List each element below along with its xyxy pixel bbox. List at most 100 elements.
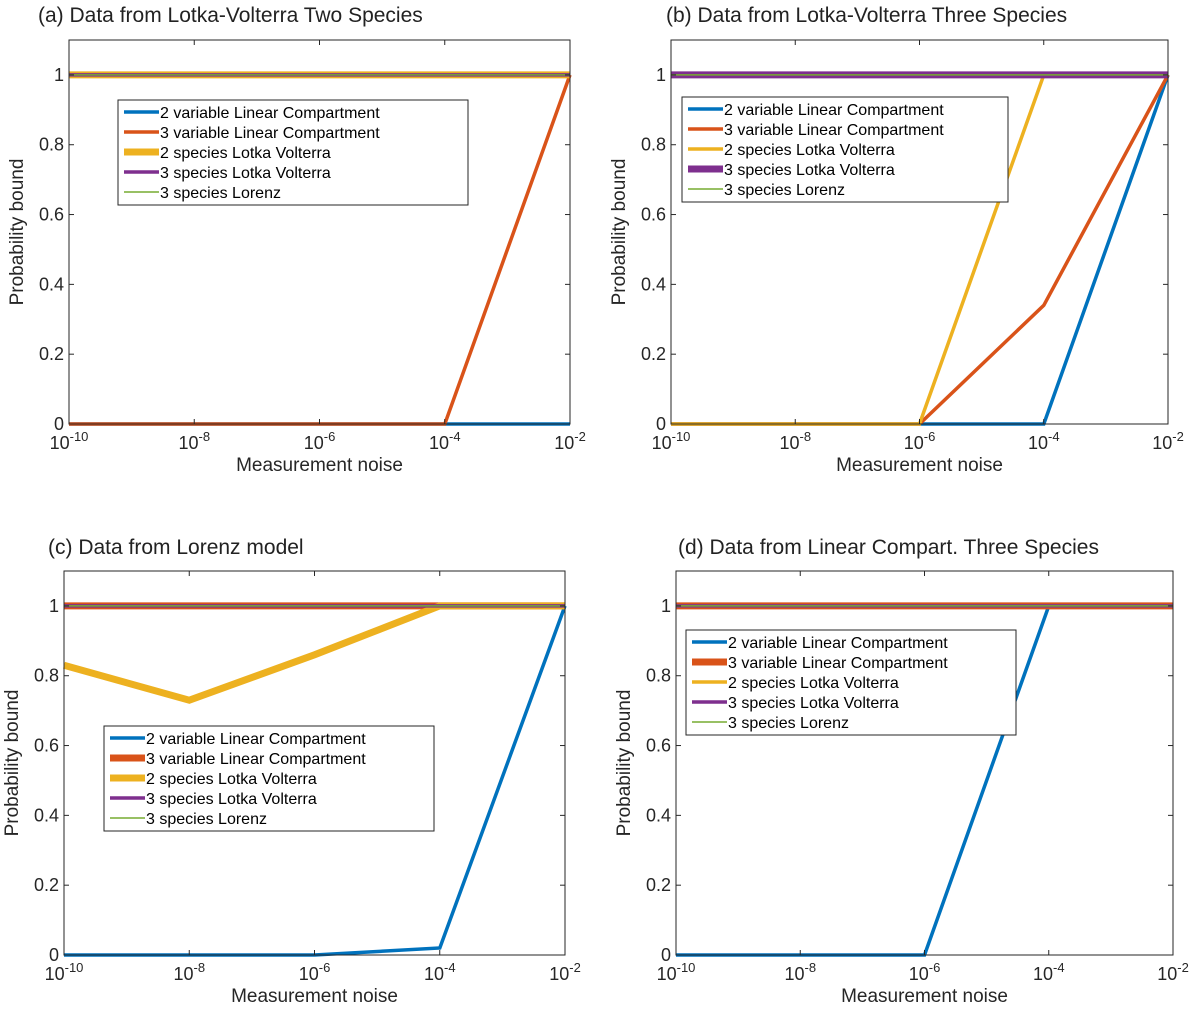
y-axis-label: Probability bound xyxy=(2,690,23,837)
y-tick-label: 0.2 xyxy=(39,344,64,364)
y-tick-label: 0.8 xyxy=(34,666,59,686)
x-tick-label: 10-10 xyxy=(652,429,691,453)
legend-label-2: 3 variable Linear Compartment xyxy=(728,655,948,672)
x-tick-exponent: -10 xyxy=(70,429,89,444)
x-tick-label: 10-6 xyxy=(299,960,331,984)
x-tick-label: 10-4 xyxy=(424,960,456,984)
x-tick-label: 10-8 xyxy=(173,960,205,984)
legend-label-1: 2 variable Linear Compartment xyxy=(728,635,948,652)
y-tick-label: 1 xyxy=(49,596,59,616)
legend-box xyxy=(103,725,435,832)
x-tick-exponent: -8 xyxy=(198,429,210,444)
y-tick-label: 0.6 xyxy=(641,205,666,225)
chart-panel-2: (b) Data from Lotka-Volterra Three Speci… xyxy=(609,4,1184,476)
chart-title: (a) Data from Lotka-Volterra Two Species xyxy=(38,4,423,27)
x-tick-label: 10-6 xyxy=(304,429,336,453)
y-tick-label: 0.8 xyxy=(39,135,64,155)
legend: 2 variable Linear Compartment 3 variable … xyxy=(685,629,1017,736)
x-tick-exponent: -2 xyxy=(574,429,586,444)
x-tick-exponent: -6 xyxy=(324,429,336,444)
chart-title: (b) Data from Lotka-Volterra Three Speci… xyxy=(666,4,1067,27)
y-tick-label: 1 xyxy=(54,65,64,85)
y-tick-label: 0.4 xyxy=(646,805,671,825)
plot-area xyxy=(69,40,570,424)
y-tick-label: 0.4 xyxy=(641,274,666,294)
x-tick-mantissa: 10 xyxy=(904,433,924,453)
legend-label-4: 3 species Lotka Volterra xyxy=(728,695,899,712)
legend-label-3: 2 species Lotka Volterra xyxy=(146,771,317,788)
chart-panel-3: (c) Data from Lorenz model 0 0.2 0.4 0.6 0.8 1… xyxy=(2,536,581,1007)
y-tick-label: 0.8 xyxy=(646,666,671,686)
y-tick-label: 1 xyxy=(656,65,666,85)
x-tick-mantissa: 10 xyxy=(784,964,804,984)
x-tick-mantissa: 10 xyxy=(549,964,569,984)
y-tick-label: 0 xyxy=(54,414,64,434)
x-tick-mantissa: 10 xyxy=(779,433,799,453)
x-tick-exponent: -2 xyxy=(569,960,581,975)
x-tick-mantissa: 10 xyxy=(1028,433,1048,453)
x-tick-mantissa: 10 xyxy=(424,964,444,984)
x-tick-exponent: -2 xyxy=(1177,960,1189,975)
x-tick-label: 10-4 xyxy=(1033,960,1065,984)
chart-title: (d) Data from Linear Compart. Three Spec… xyxy=(678,536,1099,559)
legend: 2 variable Linear Compartment 3 variable … xyxy=(103,725,435,832)
chart-panel-4: (d) Data from Linear Compart. Three Spec… xyxy=(614,536,1189,1007)
x-tick-label: 10-2 xyxy=(1152,429,1184,453)
y-tick-label: 0 xyxy=(656,414,666,434)
x-tick-mantissa: 10 xyxy=(429,433,449,453)
y-tick-label: 0.2 xyxy=(641,344,666,364)
x-axis-label: Measurement noise xyxy=(236,455,403,476)
chart-panel-1: (a) Data from Lotka-Volterra Two Species… xyxy=(7,4,586,476)
x-tick-exponent: -8 xyxy=(799,429,811,444)
x-tick-mantissa: 10 xyxy=(657,964,677,984)
y-tick-label: 0.2 xyxy=(34,875,59,895)
x-tick-mantissa: 10 xyxy=(1152,433,1172,453)
x-tick-mantissa: 10 xyxy=(299,964,319,984)
y-tick-label: 0.2 xyxy=(646,875,671,895)
y-axis-label: Probability bound xyxy=(7,159,28,306)
legend-label-2: 3 variable Linear Compartment xyxy=(146,751,366,768)
x-tick-exponent: -8 xyxy=(804,960,816,975)
x-tick-exponent: -10 xyxy=(677,960,696,975)
y-tick-label: 0.8 xyxy=(641,135,666,155)
y-tick-label: 0 xyxy=(661,945,671,965)
x-tick-label: 10-4 xyxy=(429,429,461,453)
y-tick-label: 1 xyxy=(661,596,671,616)
x-tick-label: 10-8 xyxy=(178,429,210,453)
y-axis-label: Probability bound xyxy=(609,159,630,306)
x-tick-exponent: -2 xyxy=(1172,429,1184,444)
legend-label-4: 3 species Lotka Volterra xyxy=(160,165,331,182)
y-axis-label: Probability bound xyxy=(614,690,635,837)
y-tick-label: 0.4 xyxy=(34,805,59,825)
y-tick-label: 0.6 xyxy=(646,736,671,756)
x-tick-exponent: -4 xyxy=(1048,429,1060,444)
x-tick-mantissa: 10 xyxy=(652,433,672,453)
x-tick-mantissa: 10 xyxy=(1157,964,1177,984)
x-tick-mantissa: 10 xyxy=(50,433,70,453)
x-tick-label: 10-4 xyxy=(1028,429,1060,453)
legend-label-5: 3 species Lorenz xyxy=(146,811,267,828)
x-tick-label: 10-8 xyxy=(779,429,811,453)
x-tick-label: 10-6 xyxy=(909,960,941,984)
legend-label-5: 3 species Lorenz xyxy=(160,185,281,202)
legend-label-2: 3 variable Linear Compartment xyxy=(724,122,944,139)
x-tick-label: 10-10 xyxy=(657,960,696,984)
plot-area xyxy=(676,571,1173,955)
legend-label-1: 2 variable Linear Compartment xyxy=(146,731,366,748)
legend-label-4: 3 species Lotka Volterra xyxy=(724,162,895,179)
legend-label-2: 3 variable Linear Compartment xyxy=(160,125,380,142)
legend: 2 variable Linear Compartment 3 variable … xyxy=(117,99,469,206)
y-tick-label: 0.6 xyxy=(34,736,59,756)
x-axis-label: Measurement noise xyxy=(841,986,1008,1007)
legend-box xyxy=(681,96,1009,203)
x-tick-mantissa: 10 xyxy=(178,433,198,453)
x-tick-exponent: -4 xyxy=(1053,960,1065,975)
x-tick-exponent: -6 xyxy=(924,429,936,444)
y-tick-label: 0.4 xyxy=(39,274,64,294)
legend-label-3: 2 species Lotka Volterra xyxy=(728,675,899,692)
x-tick-label: 10-6 xyxy=(904,429,936,453)
x-axis-label: Measurement noise xyxy=(231,986,398,1007)
x-tick-label: 10-2 xyxy=(549,960,581,984)
legend-label-3: 2 species Lotka Volterra xyxy=(724,142,895,159)
